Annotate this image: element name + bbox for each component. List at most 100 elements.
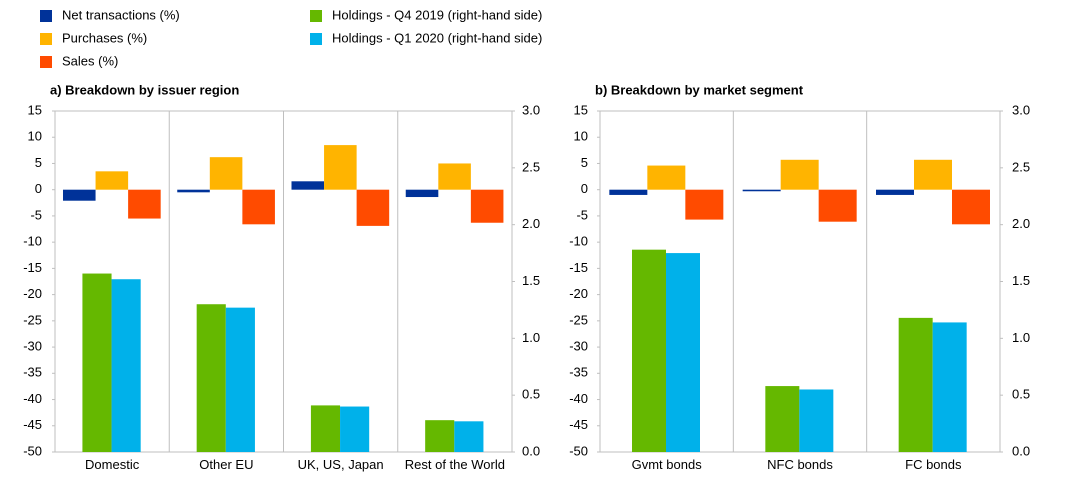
- y-tick-label: -50: [569, 443, 588, 458]
- y2-tick-label: 0.5: [1012, 387, 1030, 402]
- y2-tick-label: 1.0: [522, 330, 540, 345]
- y-tick-label: -45: [569, 417, 588, 432]
- x-tick-label-box: FC bonds: [905, 457, 962, 472]
- legend-swatch: [40, 56, 52, 68]
- y2-tick-label: 3.0: [522, 102, 540, 117]
- bar: [780, 159, 819, 190]
- bar: [666, 253, 700, 452]
- bar: [952, 189, 990, 225]
- legend-label: Holdings - Q4 2019 (right-hand side): [332, 7, 542, 22]
- y-tick-label: -35: [23, 365, 42, 380]
- x-tick-label: Gvmt bonds: [631, 457, 702, 472]
- y2-tick-label: 2.0: [1012, 216, 1030, 231]
- bar: [632, 249, 666, 452]
- bar: [225, 307, 255, 452]
- bar: [876, 189, 914, 195]
- y-tick-label: -5: [30, 207, 42, 222]
- y2-tick-label: 0.5: [522, 387, 540, 402]
- y-tick-label: -40: [569, 391, 588, 406]
- chart-title: a) Breakdown by issuer region: [50, 82, 239, 97]
- y-tick-label: 0: [581, 181, 588, 196]
- bar: [454, 421, 484, 452]
- y-tick-label: -10: [23, 234, 42, 249]
- y-tick-label: 5: [35, 155, 42, 170]
- y-tick-label: 10: [28, 129, 42, 144]
- legend-swatch: [310, 33, 322, 45]
- bar: [324, 145, 357, 190]
- y-tick-label: 0: [35, 181, 42, 196]
- y2-tick-label: 2.5: [1012, 159, 1030, 174]
- y-tick-label: 15: [28, 102, 42, 117]
- legend-label: Net transactions (%): [62, 7, 180, 22]
- x-tick-label: UK, US, Japan: [297, 457, 384, 472]
- y2-tick-label: 2.5: [522, 159, 540, 174]
- y-tick-label: -10: [569, 234, 588, 249]
- bar: [95, 171, 129, 190]
- y-tick-label: -35: [569, 365, 588, 380]
- legend-swatch: [40, 10, 52, 22]
- chart-title: b) Breakdown by market segment: [595, 82, 804, 97]
- y-tick-label: -20: [23, 286, 42, 301]
- bar: [609, 189, 648, 195]
- bar: [177, 189, 210, 193]
- y2-tick-label: 3.0: [1012, 102, 1030, 117]
- bar: [111, 279, 141, 452]
- y-tick-label: 15: [574, 102, 588, 117]
- legend-swatch: [310, 10, 322, 22]
- y-tick-label: -45: [23, 417, 42, 432]
- x-tick-label: FC bonds: [905, 457, 962, 472]
- x-tick-label: Rest of the World: [404, 457, 505, 472]
- x-tick-label: Other EU: [199, 457, 254, 472]
- bar: [742, 189, 781, 192]
- bar: [340, 406, 370, 452]
- bar: [310, 405, 341, 452]
- y-tick-label: -20: [569, 286, 588, 301]
- x-tick-label-box: NFC bonds: [767, 457, 833, 472]
- bar: [209, 157, 243, 190]
- y2-tick-label: 1.5: [1012, 273, 1030, 288]
- bar: [128, 189, 161, 219]
- y-tick-label: -15: [569, 260, 588, 275]
- bar: [932, 322, 967, 452]
- legend-label: Holdings - Q1 2020 (right-hand side): [332, 30, 542, 45]
- bar: [291, 181, 325, 190]
- x-tick-label-box: Rest of the World: [404, 457, 505, 472]
- x-tick-label-box: Domestic: [85, 457, 140, 472]
- legend-label: Purchases (%): [62, 30, 147, 45]
- y2-tick-label: 0.0: [1012, 443, 1030, 458]
- y-tick-label: -15: [23, 260, 42, 275]
- x-tick-label: Domestic: [85, 457, 140, 472]
- y2-tick-label: 1.5: [522, 273, 540, 288]
- y-tick-label: 10: [574, 129, 588, 144]
- x-tick-label: NFC bonds: [767, 457, 833, 472]
- y-tick-label: -30: [569, 339, 588, 354]
- bar: [82, 273, 112, 452]
- bar: [196, 304, 226, 452]
- y2-tick-label: 2.0: [522, 216, 540, 231]
- bar: [799, 389, 834, 452]
- y-tick-label: -25: [23, 312, 42, 327]
- bar: [405, 189, 439, 198]
- bar: [242, 189, 275, 225]
- x-tick-label-box: Other EU: [199, 457, 254, 472]
- legend-label: Sales (%): [62, 53, 118, 68]
- bar: [898, 317, 933, 452]
- y-tick-label: -5: [576, 207, 588, 222]
- bar: [818, 189, 857, 222]
- y-tick-label: -25: [569, 312, 588, 327]
- bar: [438, 163, 471, 190]
- bar: [470, 189, 504, 223]
- y2-tick-label: 1.0: [1012, 330, 1030, 345]
- y-tick-label: -50: [23, 443, 42, 458]
- bar: [914, 159, 952, 190]
- bar: [62, 189, 96, 201]
- bar: [685, 189, 724, 220]
- bar: [425, 420, 455, 452]
- legend-swatch: [40, 33, 52, 45]
- x-tick-label-box: Gvmt bonds: [631, 457, 702, 472]
- y-tick-label: -30: [23, 339, 42, 354]
- y-tick-label: 5: [581, 155, 588, 170]
- bar: [647, 165, 686, 190]
- bar: [356, 189, 390, 226]
